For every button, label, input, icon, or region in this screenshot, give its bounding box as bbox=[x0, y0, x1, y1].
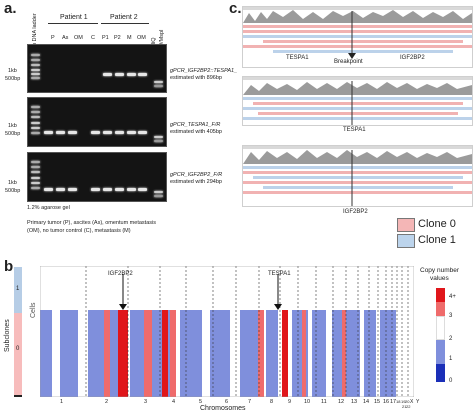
gel2-500bp: 500bp bbox=[5, 131, 21, 137]
clone1-label: Clone 1 bbox=[418, 234, 456, 246]
chrom-label-8: 8 bbox=[270, 399, 274, 405]
igv-top-breakpoint: Breakpoint bbox=[334, 59, 363, 65]
igv-top-gene-left: TESPA1 bbox=[286, 55, 309, 61]
cn-legend-bar-loss-deep bbox=[436, 364, 445, 382]
cn-legend-bar-loss bbox=[436, 340, 445, 364]
chrom-label-6: 6 bbox=[225, 399, 229, 405]
lane-label-m: M bbox=[127, 35, 132, 41]
lane-label-c: C bbox=[91, 35, 95, 41]
lane-label-om: OM bbox=[74, 35, 83, 41]
gel1-label-line1: gPCR_IGF2BP2::TESPA1_ bbox=[170, 68, 238, 74]
igf2bp2-annotation: IGF2BP2 bbox=[108, 271, 133, 277]
chrom-label-12: 12 bbox=[338, 399, 345, 405]
tespa1-annotation: TESPA1 bbox=[268, 271, 291, 277]
lane-label-p2: P2 bbox=[114, 35, 121, 41]
chrom-label-2: 2 bbox=[105, 399, 109, 405]
chrom-label-3: 3 bbox=[144, 399, 148, 405]
patient2-bracket bbox=[101, 23, 149, 26]
cn-legend-tick-0: 0 bbox=[449, 378, 453, 384]
igv-track-bottom bbox=[242, 145, 473, 207]
chrom-label-17: 17 bbox=[390, 399, 397, 405]
chrom-label-14: 14 bbox=[363, 399, 370, 405]
gel-image-2 bbox=[27, 97, 167, 147]
gel3-1kb: 1kb bbox=[8, 180, 17, 186]
cells-axis-label: Cells bbox=[30, 302, 37, 318]
chrom-label-21: 21 bbox=[402, 404, 407, 409]
lane-label-p1: P1 bbox=[102, 35, 109, 41]
subclone-1-label: 1 bbox=[16, 286, 20, 292]
clone1-swatch bbox=[397, 234, 415, 248]
chrom-label-19: 19 bbox=[401, 399, 406, 404]
igv-bottom-svg bbox=[243, 146, 472, 206]
chrom-label-22: 22 bbox=[406, 404, 411, 409]
subclone-0-bar bbox=[14, 313, 22, 395]
cn-legend-tick-4: 4+ bbox=[449, 294, 456, 300]
lane-label-p: P bbox=[51, 35, 55, 41]
cn-legend-title-2: values bbox=[430, 275, 449, 282]
gel2-1kb: 1kb bbox=[8, 123, 17, 129]
gel3-label-line2: estimated with 294bp bbox=[170, 179, 222, 185]
chrom-label-10: 10 bbox=[304, 399, 311, 405]
chrom-label-16: 16 bbox=[383, 399, 390, 405]
chrom-label-5: 5 bbox=[199, 399, 203, 405]
chrom-label-11: 11 bbox=[321, 399, 327, 405]
patient1-label: Patient 1 bbox=[60, 14, 88, 21]
lane-label-om2: OM bbox=[137, 35, 146, 41]
gel-image-1 bbox=[27, 44, 167, 93]
patient2-label: Patient 2 bbox=[110, 14, 138, 21]
gel1-500bp: 500bp bbox=[5, 76, 21, 82]
lane-label-as: As bbox=[62, 35, 69, 41]
chrom-label-18: 18 bbox=[396, 399, 401, 404]
gel-caption-line1: Primary tumor (P), ascites (As), omentum… bbox=[27, 220, 156, 226]
chrom-label-1: 1 bbox=[60, 399, 64, 405]
chrom-label-x: X bbox=[410, 399, 414, 405]
subclone-axis-tick bbox=[14, 395, 22, 397]
chrom-label-9: 9 bbox=[288, 399, 292, 405]
gel3-label-line1: gPCR_IGF2BP2_F/R bbox=[170, 172, 223, 178]
cn-legend-tick-3: 3 bbox=[449, 313, 453, 319]
subclone-0-label: 0 bbox=[16, 346, 20, 352]
igv-bottom-gene: IGF2BP2 bbox=[343, 209, 368, 215]
subclones-axis-label: Subclones bbox=[4, 319, 11, 352]
igv-track-middle bbox=[242, 76, 473, 126]
chrom-label-7: 7 bbox=[248, 399, 252, 405]
copy-number-heatmap bbox=[39, 265, 415, 398]
gel1-1kb: 1kb bbox=[8, 68, 17, 74]
igv-top-svg bbox=[243, 7, 472, 59]
cn-legend-bar-neutral bbox=[436, 316, 445, 340]
cn-legend-tick-1: 1 bbox=[449, 356, 453, 362]
cn-legend-tick-2: 2 bbox=[449, 336, 453, 342]
chrom-label-15: 15 bbox=[374, 399, 381, 405]
panel-c-letter: c. bbox=[229, 0, 242, 17]
igv-middle-gene: TESPA1 bbox=[343, 127, 366, 133]
chrom-label-y: Y bbox=[416, 399, 420, 405]
chromosomes-axis-label: Chromosomes bbox=[200, 405, 246, 412]
chrom-label-20: 20 bbox=[405, 399, 410, 404]
gel-note: 1.2% agarose gel bbox=[27, 205, 70, 211]
cn-legend-bar-amp bbox=[436, 302, 445, 316]
gel-caption-line2: (OM), no tumor control (C), metastasis (… bbox=[27, 228, 131, 234]
igv-middle-svg bbox=[243, 77, 472, 125]
igv-track-top bbox=[242, 6, 473, 68]
gel2-label-line2: estimated with 405bp bbox=[170, 129, 222, 135]
gel1-label-line2: estimated with 896bp bbox=[170, 75, 222, 81]
panel-a-letter: a. bbox=[4, 0, 17, 17]
clone0-swatch bbox=[397, 218, 415, 232]
heatmap-svg bbox=[39, 265, 415, 398]
chrom-label-13: 13 bbox=[351, 399, 358, 405]
subclone-1-bar bbox=[14, 267, 22, 313]
gel3-500bp: 500bp bbox=[5, 188, 21, 194]
chrom-label-4: 4 bbox=[172, 399, 176, 405]
cn-legend-title-1: Copy number bbox=[420, 267, 460, 274]
gel2-label-line1: gPCR_TESPA1_F/R bbox=[170, 122, 221, 128]
igv-top-gene-right: IGF2BP2 bbox=[400, 55, 425, 61]
clone0-label: Clone 0 bbox=[418, 218, 456, 230]
gel-image-3 bbox=[27, 152, 167, 202]
patient1-bracket bbox=[48, 23, 98, 26]
cn-legend-bar-amp-high bbox=[436, 288, 445, 302]
